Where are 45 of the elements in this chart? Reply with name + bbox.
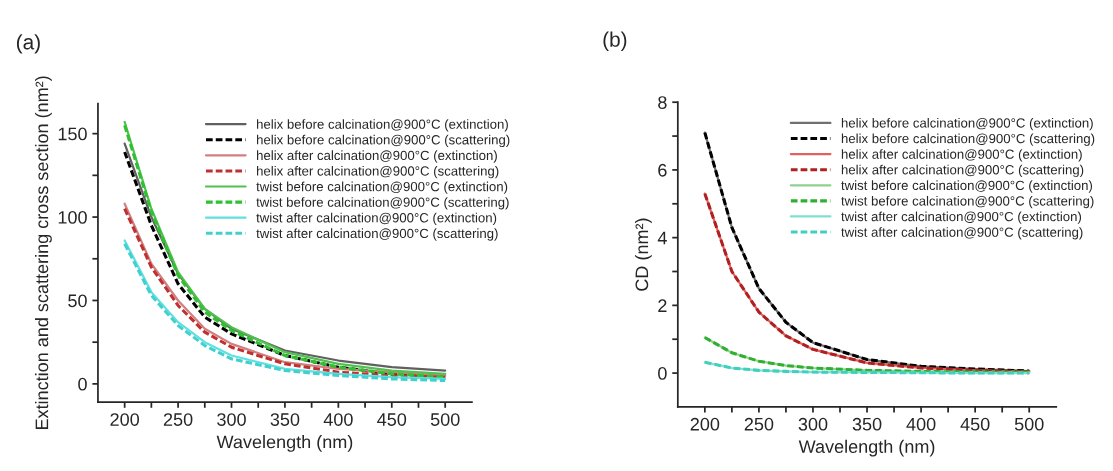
x-tick-label: 500 [430,413,460,426]
legend-label: twist before calcination@900°C (extinction) [841,180,1093,193]
y-tick-label: 50 [68,294,87,308]
legend-label: helix before calcination@900°C (scattering) [257,134,510,148]
chart-title: (b) [603,31,627,51]
x-tick-label: 450 [960,417,990,431]
legend-label: helix after calcination@900°C (extinction) [257,150,497,163]
legend-label: twist before calcination@900°C (scattering) [841,195,1094,209]
legend-label: helix after calcination@900°C (extinction) [841,149,1082,162]
y-tick-label: 0 [658,367,667,380]
x-tick-label: 350 [852,417,882,431]
legend-label: helix after calcination@900°C (scattering) [257,165,499,179]
x-tick-label: 400 [323,413,353,426]
y-axis-title: Extinction and scattering cross section (nm²) [35,76,52,430]
x-tick-label: 500 [1014,417,1044,431]
y-tick-label: 2 [658,299,667,312]
x-axis-title: Wavelength (nm) [798,439,935,457]
legend-label: twist before calcination@900°C (scattering) [256,197,509,210]
x-tick-label: 350 [270,413,300,426]
legend-label: twist after calcination@900°C (scattering) [841,227,1083,240]
y-tick-label: 150 [58,127,87,141]
x-tick-label: 300 [798,417,828,431]
legend-label: twist after calcination@900°C (extinction) [841,211,1082,224]
legend-label: helix before calcination@900°C (scattering) [841,133,1095,146]
x-tick-label: 200 [690,417,720,431]
x-tick-label: 400 [906,417,936,431]
y-tick-label: 4 [657,231,667,245]
x-axis-title: Wavelength (nm) [216,435,353,452]
chart-title: (a) [16,34,40,54]
x-tick-label: 250 [163,413,193,426]
y-tick-label: 8 [658,96,667,109]
legend-label: helix before calcination@900°C (extinction) [841,117,1093,131]
y-tick-label: 100 [58,210,87,224]
legend-label: helix after calcination@900°C (scattering) [841,164,1084,178]
y-tick-label: 6 [658,163,667,177]
x-tick-label: 250 [744,417,774,431]
legend-label: twist after calcination@900°C (scattering) [256,228,498,241]
x-tick-label: 300 [217,413,246,426]
y-axis-title: CD (nm²) [634,218,652,291]
legend-label: helix before calcination@900°C (extinction) [257,119,508,132]
legend-label: twist after calcination@900°C (extinction) [256,212,497,226]
x-tick-label: 450 [377,413,407,426]
x-tick-label: 200 [110,413,140,426]
legend-label: twist before calcination@900°C (extinction) [256,181,508,194]
y-tick-label: 0 [78,377,87,391]
